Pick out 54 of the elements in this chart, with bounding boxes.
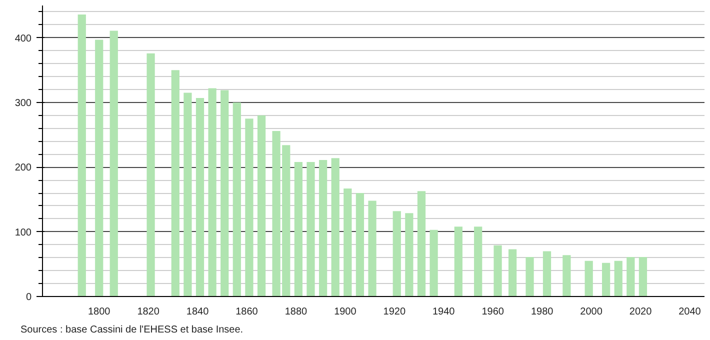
- bar: [392, 211, 401, 296]
- bar: [542, 251, 552, 296]
- x-tick-label: 2020: [629, 306, 652, 318]
- bar: [220, 90, 229, 296]
- bar: [430, 230, 438, 296]
- bar: [614, 260, 622, 296]
- x-tick-label: 2000: [580, 306, 603, 318]
- y-tick-label: 100: [14, 227, 32, 238]
- x-tick-label: 1920: [383, 306, 406, 318]
- x-tick-label: 1860: [236, 306, 258, 318]
- bar: [257, 115, 266, 296]
- bar: [638, 257, 648, 296]
- bar: [306, 162, 315, 296]
- bar: [344, 188, 352, 296]
- source-note: Sources : base Cassini de l'EHESS et base Insee.: [20, 324, 244, 336]
- bar: [232, 102, 241, 296]
- bar: [245, 118, 254, 296]
- bar: [584, 260, 593, 296]
- bar: [146, 53, 155, 296]
- bar: [356, 193, 364, 296]
- x-tick-label: 1900: [334, 306, 357, 318]
- x-tick-label: 1960: [482, 306, 504, 318]
- bar: [368, 200, 376, 296]
- x-tick-label: 1820: [137, 306, 160, 318]
- bar: [294, 162, 302, 296]
- x-tick-label: 1980: [530, 306, 554, 318]
- y-tick-label: 300: [14, 98, 32, 109]
- x-tick-label: 1940: [432, 306, 456, 318]
- y-tick-label: 0: [26, 292, 32, 303]
- bar: [95, 40, 104, 296]
- bar: [171, 70, 180, 296]
- bar: [562, 255, 571, 296]
- x-tick-label: 1880: [284, 306, 308, 318]
- bar: [508, 249, 517, 296]
- x-tick-label: 1800: [88, 306, 111, 318]
- y-tick-label: 200: [14, 162, 32, 174]
- bar: [474, 226, 482, 296]
- bar: [602, 262, 610, 296]
- bar: [110, 30, 118, 296]
- bar: [78, 14, 86, 296]
- x-tick-label: 1840: [186, 306, 210, 318]
- y-tick-label: 400: [14, 33, 32, 44]
- bar: [196, 98, 204, 296]
- bar: [526, 257, 534, 296]
- bar: [626, 257, 635, 296]
- bar: [405, 213, 414, 296]
- bar: [494, 245, 502, 296]
- bar: [417, 191, 426, 296]
- bar: [318, 160, 328, 296]
- bar: [208, 88, 216, 296]
- x-tick-label: 2040: [678, 306, 702, 318]
- bar: [331, 158, 340, 296]
- bar: [184, 92, 192, 296]
- bar: [454, 226, 462, 296]
